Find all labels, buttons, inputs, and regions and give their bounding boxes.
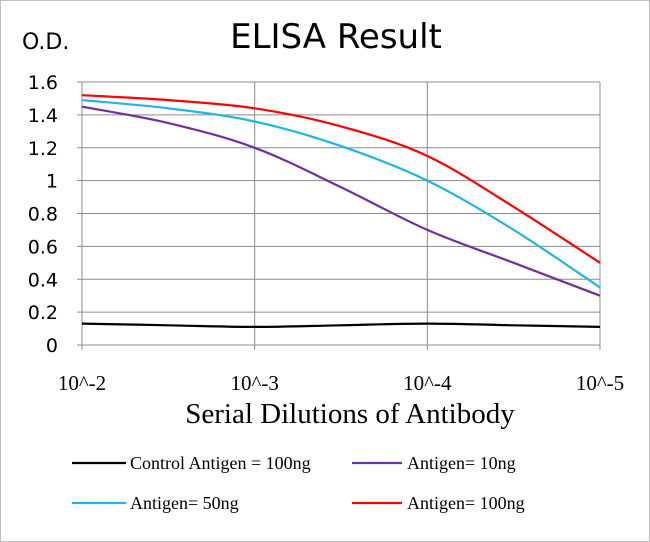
series-line-antigen-10ng (81, 105, 601, 297)
y-tick-label: 1 (46, 171, 58, 193)
y-tick-label: 1.4 (28, 105, 58, 127)
x-tick-label: 10^-3 (230, 371, 278, 395)
grid (82, 81, 601, 345)
y-tick-labels: 0 0.2 0.4 0.6 0.8 1 1.2 1.4 1.6 (28, 72, 58, 357)
x-tick-label: 10^-5 (576, 371, 624, 395)
x-tick-label: 10^-4 (403, 371, 452, 395)
chart-title: ELISA Result (230, 17, 442, 57)
y-tick-label: 0.8 (28, 204, 58, 226)
x-tick-label: 10^-2 (58, 371, 106, 395)
series-lines (81, 94, 601, 329)
series-line-control-antigen-100ng (81, 322, 601, 329)
legend-label-control-antigen-100ng: Control Antigen = 100ng (130, 453, 311, 473)
y-tick-label: 0 (46, 335, 58, 357)
x-tick-labels: 10^-2 10^-3 10^-4 10^-5 (58, 371, 624, 395)
y-tick-label: 0.2 (28, 302, 58, 324)
legend-label-antigen-10ng: Antigen= 10ng (407, 453, 516, 473)
y-tick-label: 0.6 (28, 236, 58, 258)
legend-label-antigen-100ng: Antigen= 100ng (407, 493, 525, 513)
y-tick-label: 1.2 (28, 138, 58, 160)
y-tick-label: 1.6 (28, 72, 58, 94)
series-line-antigen-100ng (81, 94, 601, 264)
y-axis-label: O.D. (22, 30, 69, 55)
legend: Control Antigen = 100ng Antigen= 10ng Anti… (72, 453, 525, 513)
legend-label-antigen-50ng: Antigen= 50ng (130, 493, 239, 513)
x-axis-label: Serial Dilutions of Antibody (185, 398, 515, 430)
axes (77, 81, 601, 350)
y-tick-label: 0.4 (28, 269, 58, 291)
series-line-antigen-50ng (81, 99, 601, 289)
